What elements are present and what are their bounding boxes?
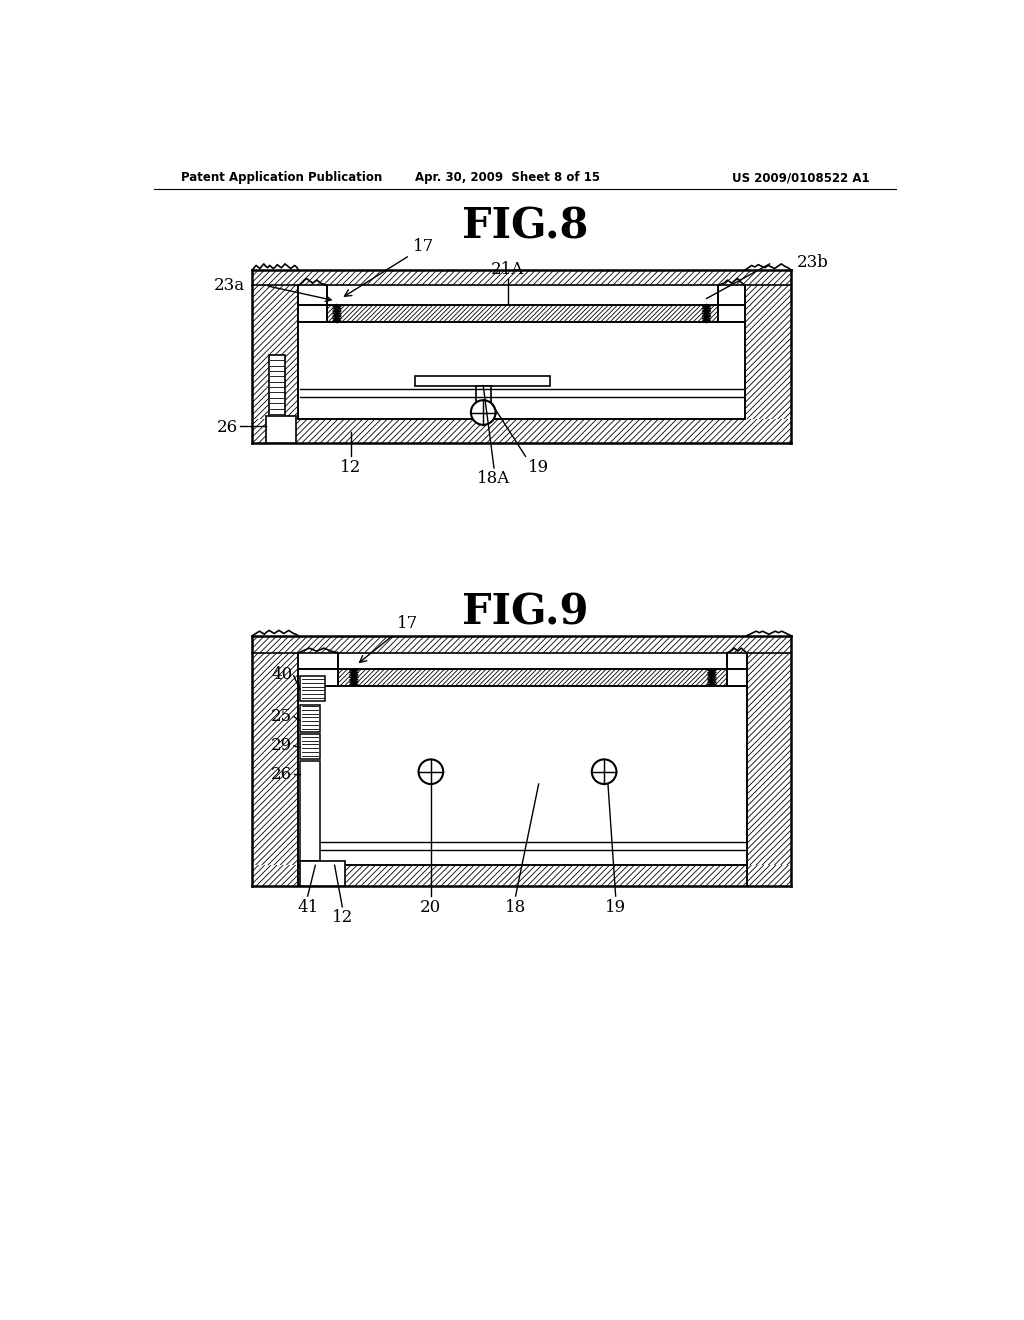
PathPatch shape [252, 866, 792, 886]
Text: 23a: 23a [213, 277, 245, 294]
Text: 41: 41 [297, 899, 318, 916]
Bar [300, 734, 319, 759]
Bar [416, 376, 550, 385]
Polygon shape [718, 322, 745, 418]
Circle shape [592, 759, 616, 784]
Bar [266, 416, 296, 444]
Polygon shape [252, 653, 298, 886]
PathPatch shape [718, 322, 745, 418]
Text: 21A: 21A [492, 261, 524, 277]
PathPatch shape [252, 285, 298, 444]
Text: Apr. 30, 2009  Sheet 8 of 15: Apr. 30, 2009 Sheet 8 of 15 [416, 172, 600, 185]
Text: 12: 12 [332, 909, 353, 927]
Polygon shape [746, 653, 792, 886]
Text: FIG.8: FIG.8 [462, 205, 588, 247]
Text: 17: 17 [344, 239, 434, 296]
PathPatch shape [298, 686, 339, 866]
Bar [300, 862, 345, 886]
Bar [300, 676, 326, 701]
Polygon shape [745, 285, 792, 444]
Bar [298, 686, 339, 866]
Bar [727, 686, 746, 866]
Bar [300, 760, 319, 862]
Polygon shape [298, 322, 327, 418]
Text: 26: 26 [217, 420, 239, 437]
Bar [475, 385, 490, 405]
Text: 40: 40 [271, 665, 292, 682]
Text: 18: 18 [505, 899, 526, 916]
Text: 23b: 23b [797, 253, 828, 271]
Text: 26: 26 [271, 766, 292, 783]
Text: 29: 29 [271, 738, 292, 755]
PathPatch shape [327, 305, 718, 322]
Polygon shape [298, 686, 339, 866]
Polygon shape [252, 271, 792, 285]
Bar [339, 686, 727, 866]
Text: FIG.9: FIG.9 [462, 591, 588, 634]
Bar [252, 636, 792, 886]
Text: 12: 12 [340, 459, 361, 475]
Bar [300, 705, 319, 733]
Circle shape [419, 759, 443, 784]
PathPatch shape [252, 653, 298, 886]
Polygon shape [727, 686, 746, 866]
PathPatch shape [252, 636, 792, 653]
Text: 20: 20 [420, 899, 441, 916]
Bar [327, 322, 718, 418]
Text: 19: 19 [605, 899, 627, 916]
PathPatch shape [746, 653, 792, 886]
Circle shape [471, 400, 496, 425]
PathPatch shape [298, 322, 327, 418]
Text: US 2009/0108522 A1: US 2009/0108522 A1 [732, 172, 869, 185]
Polygon shape [252, 636, 792, 653]
Polygon shape [327, 305, 718, 322]
Polygon shape [252, 418, 792, 444]
Text: 19: 19 [528, 459, 549, 475]
PathPatch shape [252, 271, 792, 285]
Text: 18A: 18A [477, 470, 511, 487]
Polygon shape [252, 866, 792, 886]
Bar [269, 355, 285, 418]
Polygon shape [339, 669, 727, 686]
Bar [298, 322, 327, 418]
PathPatch shape [252, 418, 792, 444]
Text: 25: 25 [271, 708, 292, 725]
Bar [718, 322, 745, 418]
PathPatch shape [727, 686, 746, 866]
Text: Patent Application Publication: Patent Application Publication [180, 172, 382, 185]
Bar [252, 271, 792, 444]
Polygon shape [252, 285, 298, 444]
PathPatch shape [745, 285, 792, 444]
Text: 17: 17 [359, 615, 419, 663]
PathPatch shape [339, 669, 727, 686]
